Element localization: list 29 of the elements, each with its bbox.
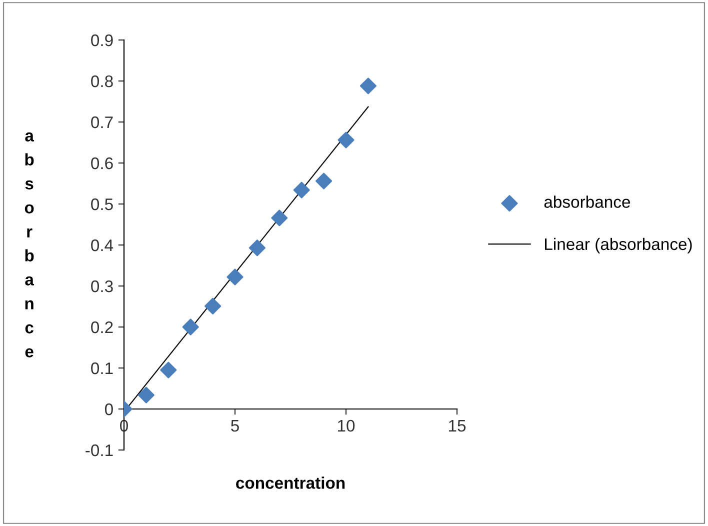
point <box>226 268 244 286</box>
legend-label: Linear (absorbance) <box>545 238 692 254</box>
point <box>338 132 354 148</box>
y-tick-label: 0.9 <box>91 34 113 46</box>
y-tick-label: 0.2 <box>91 321 113 334</box>
x-axis-title: concentration <box>236 476 345 489</box>
y-tick-label: 0.1 <box>91 362 113 374</box>
point <box>182 318 199 336</box>
point <box>138 386 154 404</box>
y-tick-label: 0 <box>104 403 113 416</box>
point <box>160 362 177 378</box>
x-tick-label: 10 <box>338 420 355 432</box>
x-tick-label: 15 <box>449 420 466 432</box>
y-tick-label: -0.1 <box>86 444 113 456</box>
y-tick-label: 0.5 <box>91 198 113 210</box>
point <box>316 172 332 190</box>
point <box>293 182 310 198</box>
text: absorbance <box>24 132 34 358</box>
y-tick-label: 0.8 <box>91 75 113 88</box>
point <box>360 78 376 94</box>
y-tick-label: 0.3 <box>91 280 113 292</box>
point <box>248 240 266 256</box>
y-tick-label: 0.4 <box>91 239 114 252</box>
point <box>204 298 222 314</box>
x-tick-label: 5 <box>231 420 239 432</box>
y-tick-label: 0.6 <box>91 157 113 170</box>
point <box>271 210 288 226</box>
legend-label: absorbance <box>544 196 630 208</box>
y-tick-label: 0.7 <box>91 116 113 128</box>
